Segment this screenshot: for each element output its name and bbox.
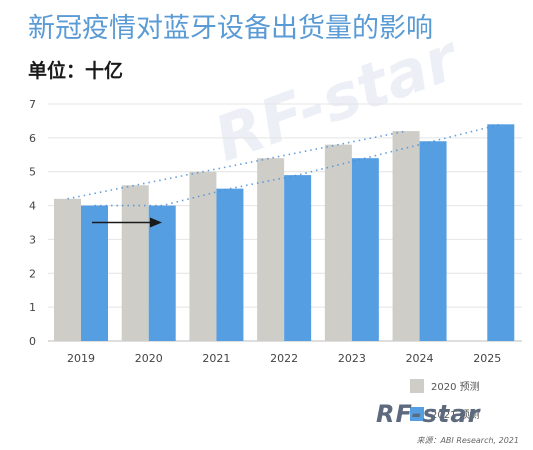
rf-star-logo: RF-star <box>376 400 481 428</box>
bar-2020 <box>121 185 149 341</box>
x-tick-label: 2023 <box>338 352 366 365</box>
legend-swatch-2021 <box>410 406 424 421</box>
legend-swatch-2020 <box>410 378 424 393</box>
bar-2021 <box>81 205 108 341</box>
chart-title: 新冠疫情对蓝牙设备出货量的影响 <box>28 13 433 44</box>
unit-label: 单位：十亿 <box>28 60 124 82</box>
bar-2020 <box>54 198 81 341</box>
bar-2021 <box>351 158 379 341</box>
bar-2021 <box>216 188 244 341</box>
x-tick-label: 2020 <box>135 352 163 365</box>
bar-2021 <box>487 124 515 341</box>
y-tick-label: 6 <box>29 132 36 145</box>
y-tick-label: 3 <box>29 233 36 246</box>
legend-label-2021: 2021 预测 <box>431 410 480 421</box>
bar-2020 <box>257 158 285 341</box>
x-tick-label: 2021 <box>202 352 230 365</box>
y-tick-label: 7 <box>29 98 36 111</box>
x-tick-label: 2024 <box>406 352 434 365</box>
bar-2021 <box>148 205 176 341</box>
legend-label-2020: 2020 预测 <box>431 382 480 393</box>
x-tick-label: 2025 <box>473 352 501 365</box>
y-tick-label: 0 <box>29 335 36 348</box>
bar-2020 <box>392 131 420 341</box>
y-tick-label: 4 <box>29 200 36 213</box>
bar-2020 <box>324 144 352 341</box>
legend-item-2020: 2020 预测 <box>410 378 480 393</box>
source-note: 来源：ABI Research, 2021 <box>416 436 519 445</box>
bar-2021 <box>284 175 312 341</box>
y-tick-label: 5 <box>29 166 36 179</box>
bar-2021 <box>419 141 447 341</box>
x-tick-label: 2019 <box>67 352 95 365</box>
bar-2020 <box>189 171 217 341</box>
x-tick-label: 2022 <box>270 352 298 365</box>
y-tick-label: 1 <box>29 301 36 314</box>
y-tick-label: 2 <box>29 267 36 280</box>
legend-item-2021: 2021 预测 <box>410 406 480 421</box>
arrow-head <box>150 217 162 228</box>
